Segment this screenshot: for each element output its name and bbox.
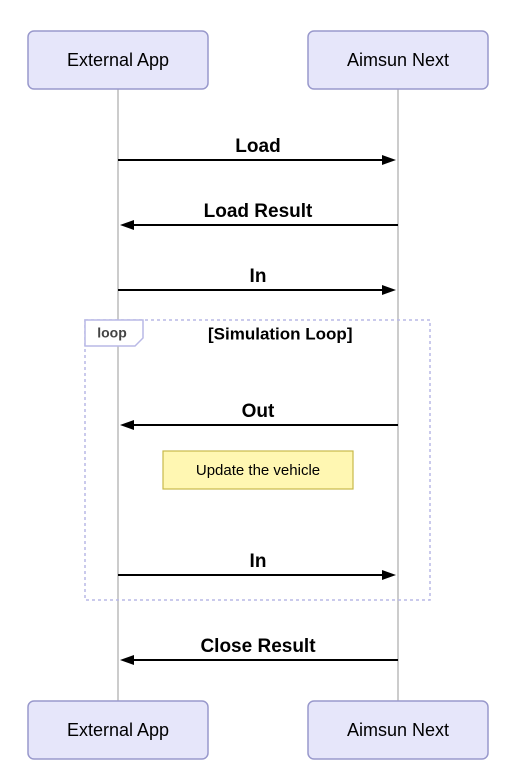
- arrowhead-icon: [382, 285, 396, 295]
- loop-guard-label: [Simulation Loop]: [208, 324, 352, 343]
- arrowhead-icon: [120, 220, 134, 230]
- message-label: Load Result: [204, 201, 313, 222]
- participant-label: External App: [67, 50, 169, 70]
- loop-tag-label: loop: [97, 325, 127, 341]
- arrowhead-icon: [120, 420, 134, 430]
- arrowhead-icon: [382, 570, 396, 580]
- message-label: Close Result: [200, 636, 316, 657]
- message-label: Load: [235, 136, 280, 157]
- note-label: Update the vehicle: [196, 462, 320, 479]
- message-label: In: [250, 266, 267, 287]
- message-label: Out: [242, 401, 275, 422]
- participant-label: Aimsun Next: [347, 50, 449, 70]
- participant-label: Aimsun Next: [347, 720, 449, 740]
- message-label: In: [250, 551, 267, 572]
- sequence-diagram: loop [Simulation Loop] Update the vehicle L…: [0, 0, 513, 768]
- arrowhead-icon: [382, 155, 396, 165]
- participant-label: External App: [67, 720, 169, 740]
- arrowhead-icon: [120, 655, 134, 665]
